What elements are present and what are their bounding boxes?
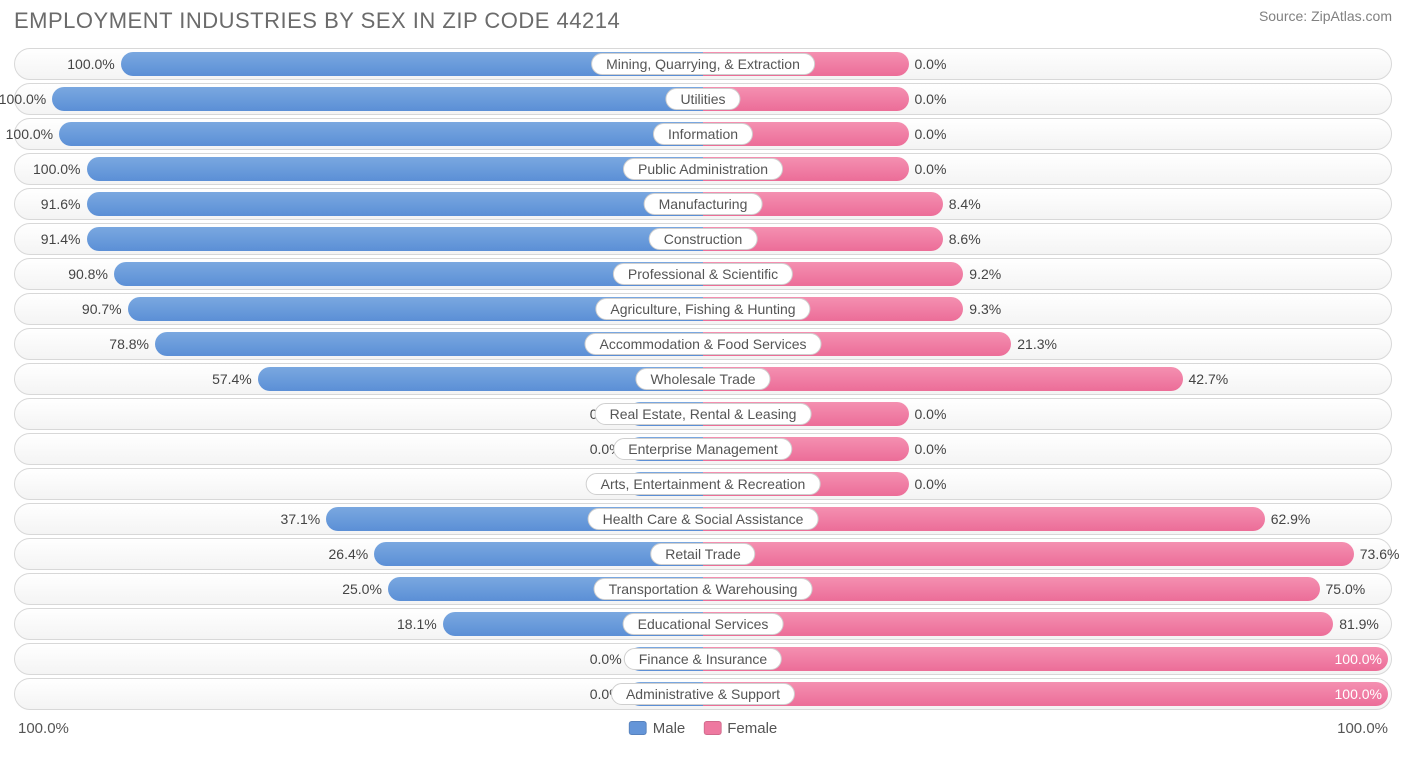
legend: Male Female <box>629 720 778 737</box>
male-pct-label: 100.0% <box>0 91 46 107</box>
chart-footer: 100.0% Male Female 100.0% <box>14 716 1392 740</box>
chart-row: 78.8% 21.3% Accommodation & Food Services <box>14 328 1392 360</box>
legend-item-male: Male <box>629 720 686 737</box>
category-label: Arts, Entertainment & Recreation <box>586 473 821 495</box>
category-label: Agriculture, Fishing & Hunting <box>595 298 810 320</box>
female-bar <box>703 612 1333 636</box>
male-pct-label: 78.8% <box>109 336 149 352</box>
male-pct-label: 57.4% <box>212 371 252 387</box>
female-pct-label: 42.7% <box>1189 371 1229 387</box>
category-label: Manufacturing <box>644 193 763 215</box>
female-pct-label: 8.4% <box>949 196 981 212</box>
chart-row: 57.4% 42.7% Wholesale Trade <box>14 363 1392 395</box>
chart-row: 100.0% 0.0% Mining, Quarrying, & Extractio… <box>14 48 1392 80</box>
male-pct-label: 90.8% <box>68 266 108 282</box>
legend-swatch-female <box>703 721 721 735</box>
legend-label-female: Female <box>727 720 777 737</box>
male-bar <box>52 87 703 111</box>
chart-row: 37.1% 62.9% Health Care & Social Assistanc… <box>14 503 1392 535</box>
female-pct-label: 0.0% <box>915 91 947 107</box>
female-bar <box>703 367 1183 391</box>
chart-row: 0.0%0.0%Arts, Entertainment & Recreation <box>14 468 1392 500</box>
male-pct-label: 91.6% <box>41 196 81 212</box>
category-label: Enterprise Management <box>613 438 792 460</box>
category-label: Wholesale Trade <box>635 368 770 390</box>
chart-row: 100.0%0.0%Information <box>14 118 1392 150</box>
female-bar <box>703 542 1354 566</box>
female-pct-label: 62.9% <box>1271 511 1311 527</box>
chart-row: 0.0%100.0%Administrative & Support <box>14 678 1392 710</box>
male-pct-label: 25.0% <box>342 581 382 597</box>
category-label: Information <box>653 123 753 145</box>
female-pct-label: 0.0% <box>915 406 947 422</box>
female-pct-label: 100.0% <box>1335 686 1382 702</box>
category-label: Educational Services <box>623 613 784 635</box>
axis-label-right: 100.0% <box>1337 720 1388 737</box>
category-label: Public Administration <box>623 158 783 180</box>
male-pct-label: 100.0% <box>67 56 114 72</box>
female-pct-label: 81.9% <box>1339 616 1379 632</box>
male-pct-label: 37.1% <box>281 511 321 527</box>
category-label: Retail Trade <box>650 543 755 565</box>
legend-item-female: Female <box>703 720 777 737</box>
male-pct-label: 100.0% <box>33 161 80 177</box>
legend-label-male: Male <box>653 720 686 737</box>
chart-header: EMPLOYMENT INDUSTRIES BY SEX IN ZIP CODE… <box>14 8 1392 34</box>
male-bar <box>87 192 704 216</box>
female-pct-label: 0.0% <box>915 161 947 177</box>
chart-row: 0.0%0.0%Enterprise Management <box>14 433 1392 465</box>
chart-area: 100.0% 0.0% Mining, Quarrying, & Extractio… <box>14 48 1392 710</box>
male-pct-label: 100.0% <box>6 126 53 142</box>
female-pct-label: 0.0% <box>915 56 947 72</box>
male-bar <box>59 122 703 146</box>
chart-row: 25.0% 75.0% Transportation & Warehousing <box>14 573 1392 605</box>
category-label: Utilities <box>665 88 740 110</box>
chart-row: 100.0% 0.0% Public Administration <box>14 153 1392 185</box>
chart-source: Source: ZipAtlas.com <box>1259 8 1392 24</box>
female-pct-label: 21.3% <box>1017 336 1057 352</box>
category-label: Administrative & Support <box>611 683 795 705</box>
male-pct-label: 0.0% <box>590 651 622 667</box>
chart-row: 91.4% 8.6% Construction <box>14 223 1392 255</box>
male-pct-label: 91.4% <box>41 231 81 247</box>
female-pct-label: 9.3% <box>969 301 1001 317</box>
female-pct-label: 100.0% <box>1335 651 1382 667</box>
category-label: Health Care & Social Assistance <box>588 508 819 530</box>
female-pct-label: 0.0% <box>915 441 947 457</box>
category-label: Transportation & Warehousing <box>594 578 813 600</box>
chart-row: 91.6% 8.4% Manufacturing <box>14 188 1392 220</box>
chart-row: 90.7% 9.3% Agriculture, Fishing & Hunting <box>14 293 1392 325</box>
male-pct-label: 90.7% <box>82 301 122 317</box>
female-bar <box>703 647 1388 671</box>
chart-row: 0.0% 100.0% Finance & Insurance <box>14 643 1392 675</box>
category-label: Professional & Scientific <box>613 263 793 285</box>
chart-row: 18.1% 81.9% Educational Services <box>14 608 1392 640</box>
category-label: Accommodation & Food Services <box>585 333 822 355</box>
category-label: Construction <box>649 228 758 250</box>
male-bar <box>87 157 704 181</box>
chart-title: EMPLOYMENT INDUSTRIES BY SEX IN ZIP CODE… <box>14 8 620 34</box>
female-pct-label: 0.0% <box>915 476 947 492</box>
chart-row: 0.0%0.0%Real Estate, Rental & Leasing <box>14 398 1392 430</box>
category-label: Finance & Insurance <box>624 648 782 670</box>
female-pct-label: 9.2% <box>969 266 1001 282</box>
chart-row: 26.4%73.6%Retail Trade <box>14 538 1392 570</box>
female-bar <box>703 682 1388 706</box>
female-pct-label: 73.6% <box>1360 546 1400 562</box>
female-pct-label: 8.6% <box>949 231 981 247</box>
legend-swatch-male <box>629 721 647 735</box>
category-label: Real Estate, Rental & Leasing <box>595 403 812 425</box>
male-pct-label: 26.4% <box>329 546 369 562</box>
male-bar <box>87 227 704 251</box>
category-label: Mining, Quarrying, & Extraction <box>591 53 815 75</box>
chart-row: 90.8% 9.2% Professional & Scientific <box>14 258 1392 290</box>
female-pct-label: 0.0% <box>915 126 947 142</box>
axis-label-left: 100.0% <box>18 720 69 737</box>
chart-row: 100.0%0.0%Utilities <box>14 83 1392 115</box>
female-pct-label: 75.0% <box>1326 581 1366 597</box>
male-pct-label: 18.1% <box>397 616 437 632</box>
